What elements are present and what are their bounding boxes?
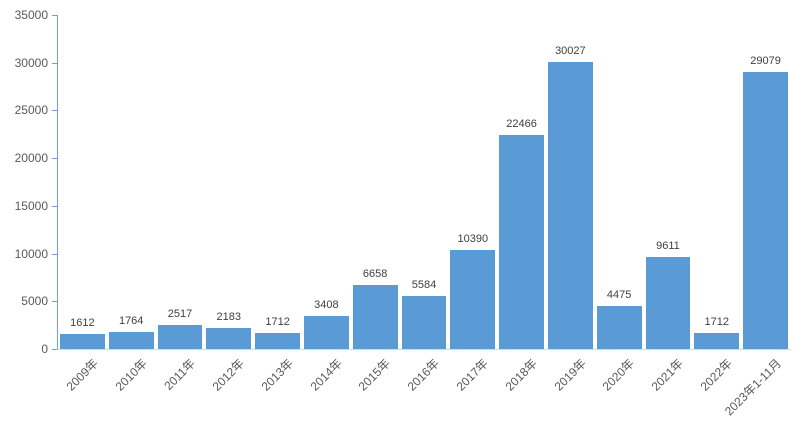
bar-cell: 6658 2015年 [351,15,400,394]
y-tick-mark [52,158,57,159]
bar-cell: 1712 2022年 [692,15,741,394]
bar [694,332,740,349]
bar-cell: 29079 2023年1-11月 [722,15,790,418]
bar-cell: 1712 2013年 [253,15,302,394]
x-tick-label: 2016年 [404,356,443,394]
y-tick-mark [52,15,57,16]
bar [596,306,642,349]
y-tick-mark [52,63,57,64]
y-tick-label: 25000 [14,103,48,117]
bar [255,332,300,349]
bar [743,71,788,349]
y-tick-mark [52,206,57,207]
bar [60,333,105,349]
bar [303,316,349,349]
y-axis-line [57,15,58,349]
bar-value-label: 5584 [411,278,437,291]
plot-area: 1612 2009年 1764 2010年 2517 2011年 2183 2012年 1712… [58,15,790,418]
bar-value-label: 29079 [750,54,781,67]
y-tick-label: 0 [41,342,48,356]
x-tick-label: 2020年 [600,356,638,394]
bar-value-label: 22466 [506,117,537,130]
y-tick-label: 5000 [21,294,48,308]
bar-value-label: 9611 [656,240,680,253]
bar-cell: 2517 2011年 [156,15,205,393]
bar-cell: 10390 2017年 [448,15,497,394]
bar [206,328,252,349]
x-tick-label: 2019年 [551,356,589,394]
x-tick-label: 2018年 [502,356,540,394]
bar-value-label: 6658 [362,268,388,281]
x-tick-label: 2012年 [209,356,247,394]
bar [499,134,544,349]
x-tick-label: 2015年 [356,356,394,394]
x-tick-label: 2010年 [112,356,150,394]
bar-value-label: 4475 [606,289,632,302]
bar [352,285,398,349]
y-tick-mark [52,301,57,302]
bar-cell: 1764 2010年 [107,15,156,394]
bar-value-label: 1712 [704,315,729,328]
bar [108,332,154,349]
y-tick-label: 15000 [14,199,48,213]
x-tick-label: 2014年 [307,356,345,394]
y-tick-label: 10000 [14,247,48,261]
x-tick-label: 2021年 [648,356,687,394]
bar [547,62,593,349]
bar-cell: 4475 2020年 [595,15,644,394]
bar-value-label: 10390 [457,232,489,245]
x-tick-label: 2009年 [63,356,101,394]
bar-value-label: 2517 [167,307,193,320]
bar [401,295,447,349]
y-tick-mark [52,349,57,350]
bar-cell: 3408 2014年 [302,15,351,394]
bar-cell: 2183 2012年 [204,15,253,394]
y-tick-mark [52,254,57,255]
bar-value-label: 2183 [216,311,242,324]
x-tick-label: 2011年 [161,356,199,393]
x-axis-line [57,349,791,350]
bar [645,257,691,349]
bar-value-label: 3408 [314,299,339,312]
bar-value-label: 1612 [70,316,95,329]
bar-cell: 9611 2021年 [644,15,693,394]
x-tick-label: 2022年 [697,356,735,394]
bar-value-label: 1712 [265,315,290,328]
x-tick-label: 2013年 [258,356,296,394]
y-tick-mark [52,110,57,111]
bar [157,324,203,349]
y-tick-label: 35000 [14,8,48,22]
bar-cell: 22466 2018年 [497,15,546,394]
x-tick-label: 2017年 [453,356,491,394]
bar-cell: 5584 2016年 [400,15,449,394]
y-tick-label: 30000 [14,56,48,70]
bar-cell: 1612 2009年 [58,15,107,394]
bar [450,249,496,349]
bar-value-label: 1764 [118,315,144,328]
bar-cell: 30027 2019年 [546,15,595,394]
y-tick-label: 20000 [14,151,48,165]
bar-value-label: 30027 [555,45,586,58]
